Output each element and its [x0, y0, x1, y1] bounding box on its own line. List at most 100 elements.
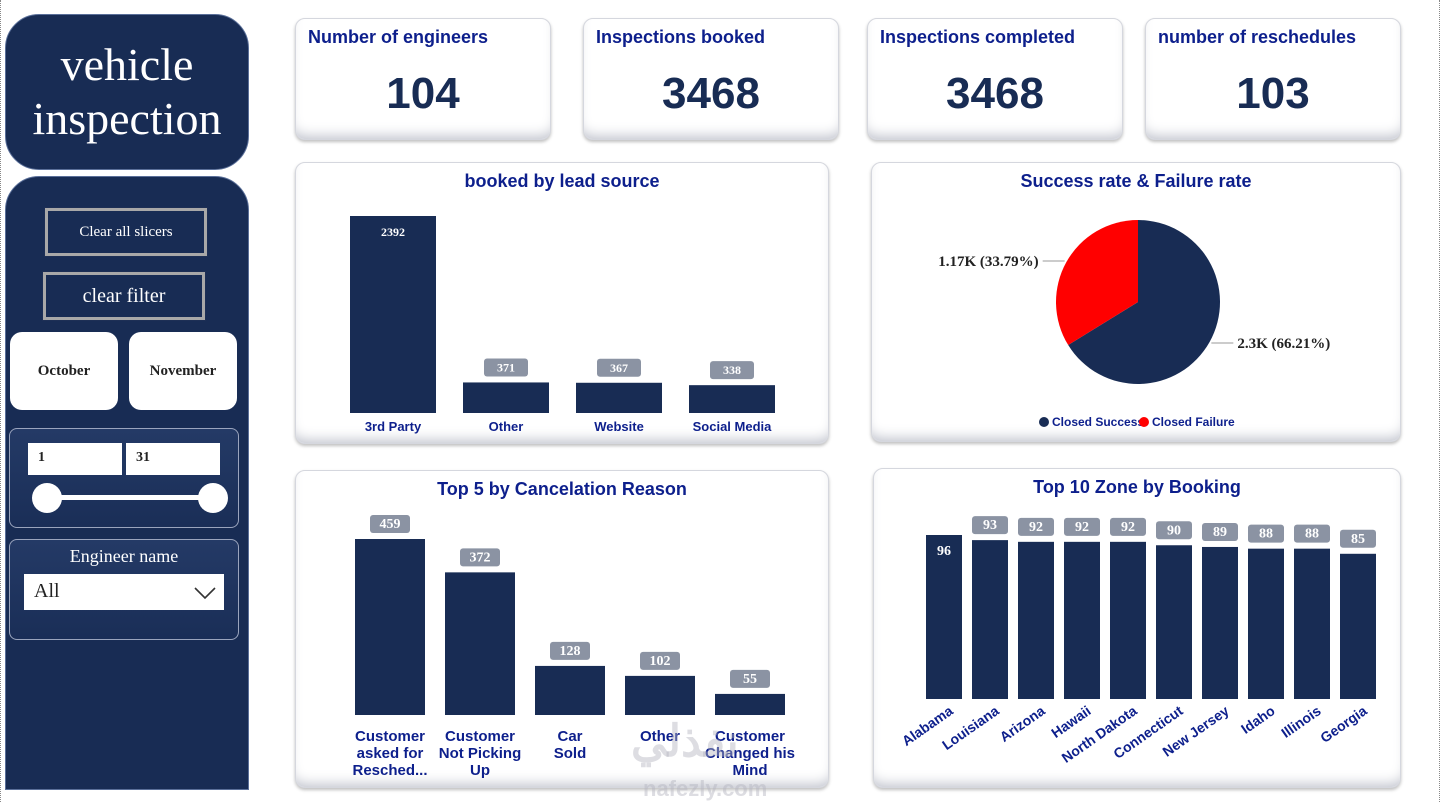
kpi-label: Number of engineers [308, 27, 489, 47]
day-to-input[interactable]: 31 [126, 443, 220, 475]
category-label: Other [489, 419, 524, 434]
day-from-input[interactable]: 1 [28, 443, 122, 475]
watermark-logo: نفذلي [631, 717, 739, 766]
data-label: 372 [470, 550, 491, 565]
kpi-label: Inspections booked [596, 27, 766, 47]
category-label: Georgia [1317, 702, 1370, 746]
engineer-dropdown-value: All [34, 580, 60, 602]
data-label-bg [484, 358, 528, 377]
clear-filter-button[interactable]: clear filter [42, 271, 206, 321]
engineer-dropdown[interactable]: All [24, 574, 224, 610]
data-label: 88 [1305, 527, 1319, 542]
chart-title: Success rate & Failure rate [1020, 171, 1252, 191]
clear-all-slicers-button[interactable]: Clear all slicers [44, 207, 208, 257]
data-label-bg [370, 515, 410, 533]
bar [355, 539, 425, 715]
data-label-bg [1340, 529, 1376, 548]
data-label-bg [597, 358, 641, 377]
kpi-card-engineers: Number of engineers 104 [295, 18, 551, 140]
category-label: Car [557, 728, 582, 745]
category-label: Up [470, 762, 490, 779]
legend-marker [1039, 417, 1049, 427]
data-label-bg [550, 641, 590, 660]
data-label: 93 [983, 518, 997, 533]
legend-label: Closed Failure [1152, 415, 1235, 429]
month-slicer-october[interactable]: October [10, 332, 118, 410]
success-failure-chart-card: Success rate & Failure rate 2.3K (66.21%… [871, 162, 1401, 442]
category-label: Illinois [1278, 702, 1324, 741]
kpi-value: 3468 [946, 69, 1044, 118]
zone-chart-card: Top 10 Zone by Booking 96 Alabama 93 Louisi… [873, 468, 1401, 788]
bar [1340, 553, 1376, 699]
month-slicer-november[interactable]: November [129, 332, 237, 410]
kpi-value: 3468 [662, 69, 760, 118]
chart-title: booked by lead source [464, 171, 660, 191]
data-label: 459 [380, 517, 401, 532]
range-slider-track[interactable] [46, 495, 216, 500]
category-label: Website [594, 419, 644, 434]
engineer-slicer-label: Engineer name [69, 546, 179, 566]
data-label-bg [1156, 521, 1192, 540]
title-line-2: inspection [32, 93, 222, 144]
category-label: Changed his [705, 745, 795, 762]
category-label: 3rd Party [365, 419, 422, 434]
bar [1156, 545, 1192, 699]
category-label: Mind [733, 762, 768, 779]
lead-source-bar-chart: 2392 3rd Party 371 Other 367 Website 338 Social… [350, 216, 775, 434]
engineer-slicer: Engineer name All [9, 539, 239, 640]
kpi-value: 103 [1236, 69, 1310, 118]
data-label-bg [640, 651, 680, 670]
lead-source-chart-card: booked by lead source 2392 3rd Party 371 Ot… [295, 162, 829, 444]
app-title: vehicle inspection [5, 14, 249, 170]
success-failure-pie-chart: 2.3K (66.21%) 1.17K (33.79%) Closed Succes… [938, 220, 1330, 429]
data-label: 1.17K (33.79%) [938, 254, 1038, 270]
data-label: 92 [1029, 520, 1043, 535]
chevron-down-icon [194, 587, 216, 600]
category-label: Idaho [1238, 702, 1278, 737]
category-label: Customer [355, 728, 425, 745]
data-label: 102 [650, 654, 671, 669]
kpi-value: 104 [386, 69, 460, 118]
pie-slice [1056, 220, 1138, 346]
category-label: Not Picking [439, 745, 522, 762]
data-label: 96 [937, 544, 951, 559]
data-label: 88 [1259, 527, 1273, 542]
data-label-bg [1110, 517, 1146, 536]
kpi-label: number of reschedules [1158, 27, 1357, 47]
kpi-card-reschedules: number of reschedules 103 [1145, 18, 1401, 140]
bar [445, 572, 515, 715]
bar [576, 382, 662, 413]
cancelation-chart-card: Top 5 by Cancelation Reason 459 Customer a… [295, 470, 829, 788]
kpi-label: Inspections completed [880, 27, 1076, 47]
bar [1202, 546, 1238, 699]
category-label: Sold [554, 745, 587, 762]
bar [972, 540, 1008, 699]
data-label: 338 [723, 363, 741, 377]
day-range-slicer: 1 31 [9, 428, 239, 528]
data-label: 90 [1167, 523, 1181, 538]
bar [463, 382, 549, 413]
data-label: 2.3K (66.21%) [1237, 336, 1330, 352]
kpi-card-completed: Inspections completed 3468 [867, 18, 1123, 140]
category-label: asked for [357, 745, 424, 762]
data-label: 128 [560, 644, 581, 659]
title-line-1: vehicle [60, 39, 194, 90]
category-label: Social Media [693, 419, 773, 434]
watermark-url: nafezly.com [643, 776, 768, 801]
bar [535, 665, 605, 715]
chart-title: Top 10 Zone by Booking [1033, 477, 1241, 497]
bar [1064, 541, 1100, 699]
category-label: Customer [445, 728, 515, 745]
category-label: Resched... [352, 762, 427, 779]
bar [926, 535, 962, 699]
bar [689, 385, 775, 413]
data-label: 85 [1351, 532, 1365, 547]
data-label-bg [1248, 524, 1284, 543]
category-label: Arizona [996, 702, 1047, 745]
data-label: 2392 [381, 225, 405, 239]
range-slider-thumb-end[interactable] [198, 483, 228, 513]
data-label-bg [730, 669, 770, 688]
range-slider-thumb-start[interactable] [32, 483, 62, 513]
pie-slice [1068, 220, 1220, 384]
category-label: Customer [715, 728, 785, 745]
